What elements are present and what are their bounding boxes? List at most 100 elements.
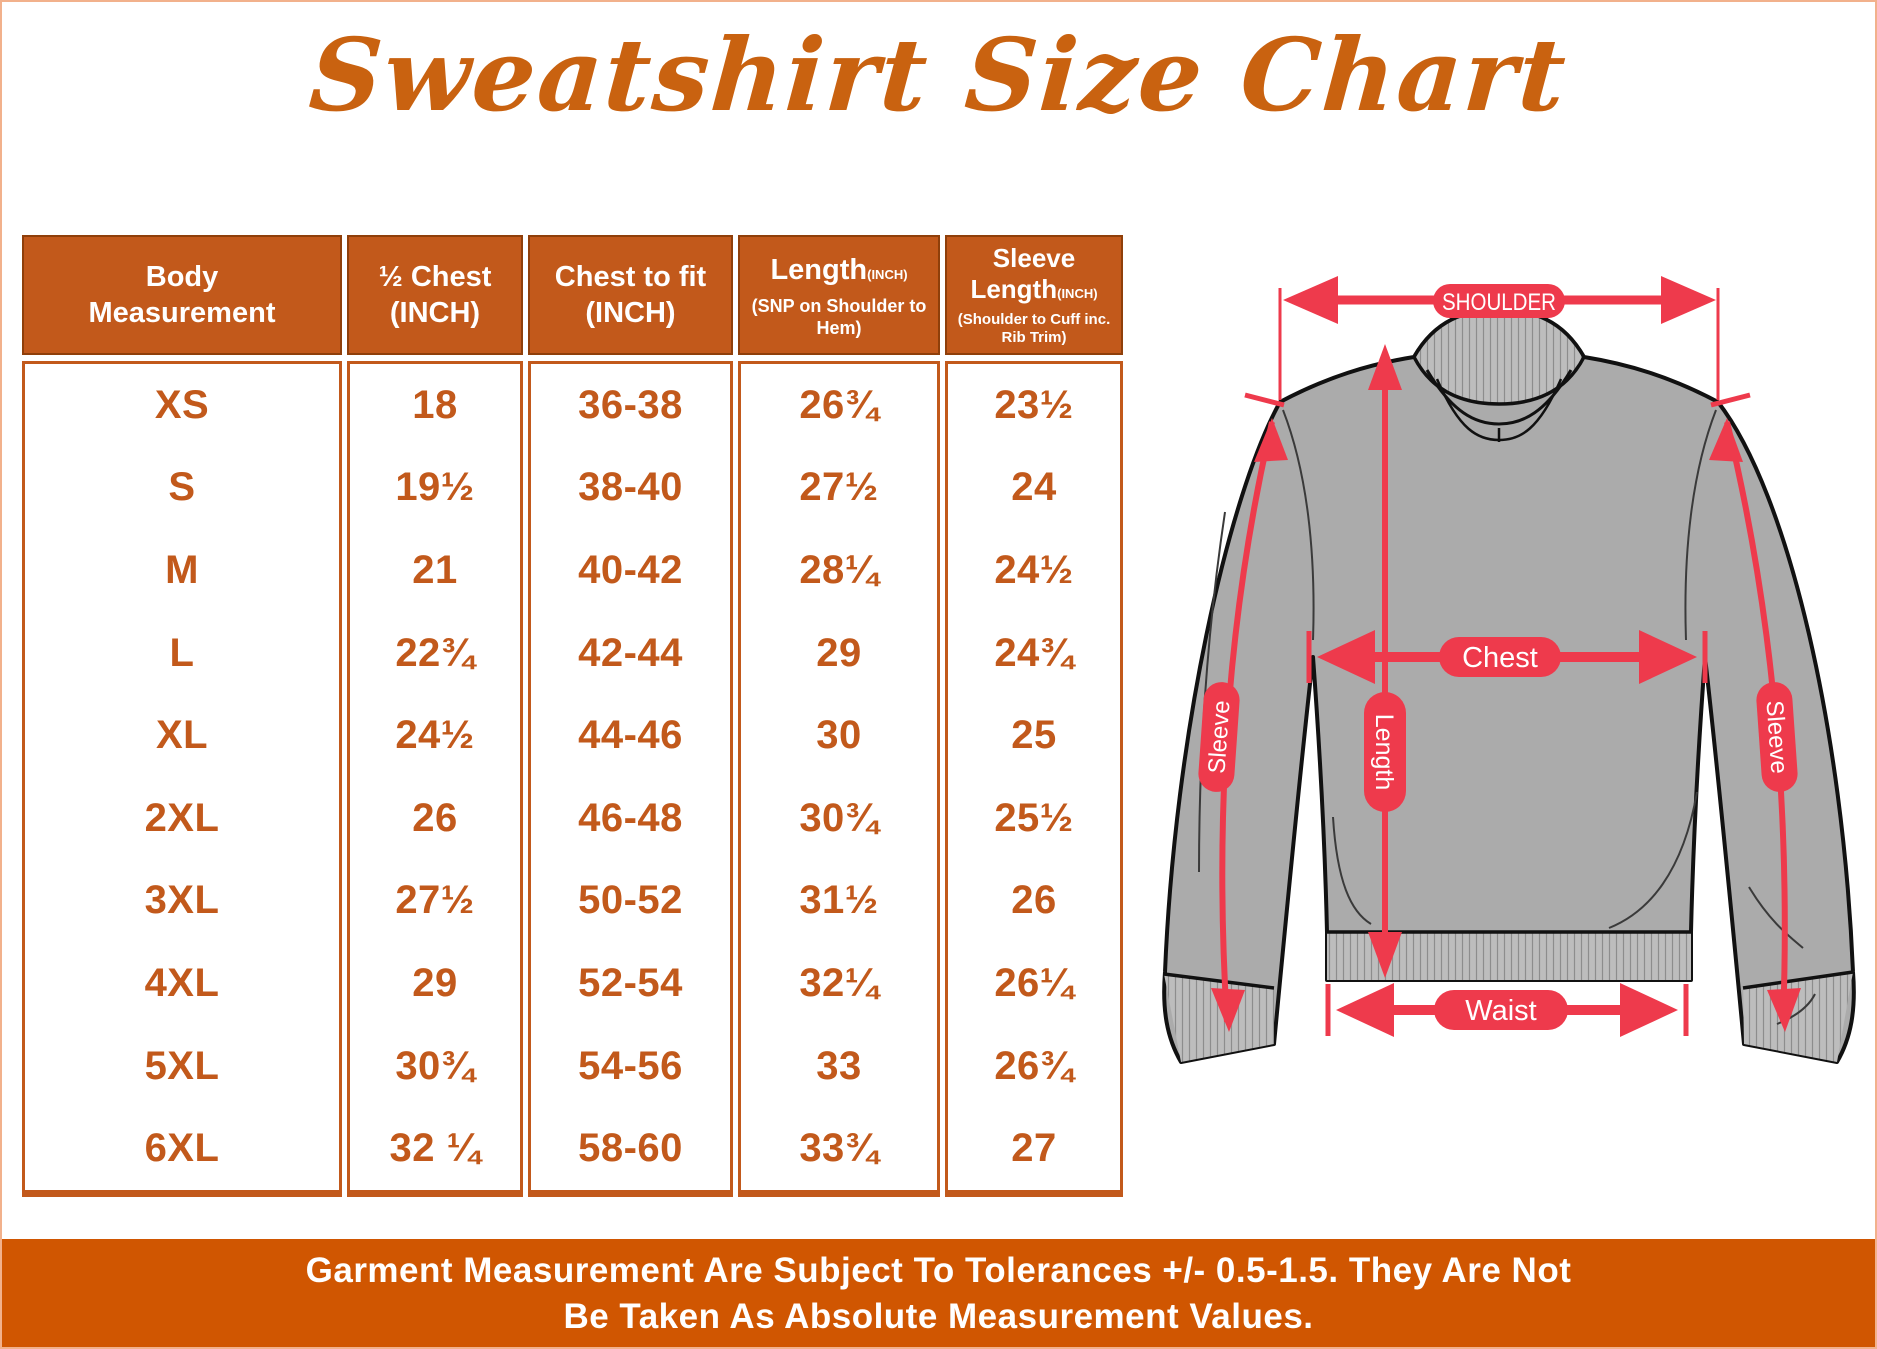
value-cell: 24½ [994, 547, 1074, 592]
column-body: 36-38 38-40 40-42 42-44 44-46 46-48 50-52 52-54… [528, 361, 733, 1197]
value-cell: 32 ¼ [389, 1126, 481, 1171]
size-cell: 5XL [144, 1043, 220, 1088]
size-cell: 2XL [144, 795, 220, 840]
shoulder-label: SHOULDER [1442, 289, 1556, 316]
header-line: Length(INCH) [970, 274, 1098, 304]
header-subtitle: (SNP on Shoulder to Hem) [751, 295, 927, 338]
column-body: XS S M L XL 2XL 3XL 4XL 5XL 6XL [22, 361, 342, 1197]
header-cell: Body Measurement [22, 235, 342, 355]
header-line: (INCH) [585, 297, 676, 329]
size-cell: M [165, 547, 199, 592]
header-line: (INCH) [389, 297, 481, 329]
table-column: Chest to fit (INCH) 36-38 38-40 40-42 42-44 44… [528, 235, 733, 1197]
header-cell: Length(INCH) (SNP on Shoulder to Hem) [738, 235, 940, 355]
header-line: Length(INCH) [770, 253, 908, 286]
value-cell: 23½ [994, 382, 1074, 427]
chest-measure: Chest [1306, 630, 1708, 684]
sleeve-measure-right: Sleeve [1709, 392, 1801, 1032]
header-line: Measurement [88, 297, 276, 329]
header-inch-tag: (INCH) [867, 266, 908, 282]
value-cell: 30¾ [395, 1043, 475, 1088]
size-cell: S [168, 465, 196, 510]
value-cell: 26¾ [994, 1043, 1074, 1088]
size-cell: 4XL [144, 960, 220, 1005]
table-column: Length(INCH) (SNP on Shoulder to Hem) 26¾ 2… [738, 235, 940, 1197]
size-cell: 6XL [144, 1126, 220, 1171]
table-column: Body Measurement XS S M L XL 2XL 3XL 4XL 5XL 6XL [22, 235, 342, 1197]
value-cell: 29 [412, 960, 458, 1005]
value-cell: 24¾ [994, 630, 1074, 675]
value-cell: 42-44 [578, 630, 683, 675]
left-cuff [1163, 972, 1275, 1062]
value-cell: 46-48 [578, 795, 683, 840]
value-cell: 58-60 [578, 1126, 683, 1171]
length-measure: Length [1364, 344, 1406, 978]
value-cell: 24 [1011, 465, 1057, 510]
size-cell: L [169, 630, 195, 675]
footer-line-1: Garment Measurement Are Subject To Toler… [305, 1251, 1572, 1290]
value-cell: 38-40 [578, 465, 683, 510]
size-cell: 3XL [144, 878, 220, 923]
value-cell: 25 [1011, 713, 1057, 758]
value-cell: 27½ [395, 878, 475, 923]
sleeve-measure-left: Sleeve [1198, 392, 1288, 1032]
value-cell: 32¼ [799, 960, 879, 1005]
value-cell: 26 [1011, 878, 1057, 923]
value-cell: 30¾ [799, 795, 879, 840]
value-cell: 21 [412, 547, 458, 592]
length-label: Length [1370, 714, 1398, 790]
size-cell: XS [154, 382, 210, 427]
value-cell: 54-56 [578, 1043, 683, 1088]
header-cell: ½ Chest (INCH) [347, 235, 523, 355]
value-cell: 50-52 [578, 878, 683, 923]
value-cell: 22¾ [395, 630, 475, 675]
sleeve-left-label: Sleeve [1203, 699, 1235, 774]
header-subtitle: (Shoulder to Cuff inc. Rib Trim) [957, 311, 1111, 346]
value-cell: 29 [816, 630, 862, 675]
footer-line-2: Be Taken As Absolute Measurement Values. [563, 1297, 1314, 1336]
footer-note: Garment Measurement Are Subject To Toler… [2, 1239, 1875, 1347]
column-body: 26¾ 27½ 28¼ 29 30 30¾ 31½ 32¼ 33 33¾ [738, 361, 940, 1197]
value-cell: 18 [412, 382, 458, 427]
value-cell: 44-46 [578, 713, 683, 758]
size-table: Body Measurement XS S M L XL 2XL 3XL 4XL 5XL 6XL ½ C… [22, 235, 1123, 1197]
table-column: ½ Chest (INCH) 18 19½ 21 22¾ 24½ 26 27½ 29 30¾ 32 ¼ [347, 235, 523, 1197]
header-line: Body [145, 261, 219, 293]
value-cell: 25½ [994, 795, 1074, 840]
column-body: 18 19½ 21 22¾ 24½ 26 27½ 29 30¾ 32 ¼ [347, 361, 523, 1197]
header-line: ½ Chest [378, 261, 492, 293]
value-cell: 27½ [799, 465, 879, 510]
chest-label: Chest [1462, 642, 1538, 674]
value-cell: 26¼ [994, 960, 1074, 1005]
sweatshirt-diagram: SHOULDER Chest Length [1137, 232, 1875, 1152]
value-cell: 30 [816, 713, 862, 758]
size-cell: XL [155, 713, 209, 758]
waist-measure: Waist [1325, 983, 1689, 1037]
column-body: 23½ 24 24½ 24¾ 25 25½ 26 26¼ 26¾ 27 [945, 361, 1123, 1197]
value-cell: 31½ [799, 878, 879, 923]
value-cell: 27 [1011, 1126, 1057, 1171]
value-cell: 40-42 [578, 547, 683, 592]
header-inch-tag: (INCH) [1057, 286, 1098, 301]
table-column: Sleeve Length(INCH) (Shoulder to Cuff inc.… [945, 235, 1123, 1197]
value-cell: 28¼ [799, 547, 879, 592]
seam-lines [1198, 409, 1816, 1025]
sleeve-right-label: Sleeve [1760, 699, 1792, 774]
value-cell: 19½ [395, 465, 475, 510]
value-cell: 36-38 [578, 382, 683, 427]
header-line: Chest to fit [554, 261, 707, 293]
waist-label: Waist [1465, 995, 1536, 1027]
sweatshirt-svg: SHOULDER Chest Length [1162, 276, 1856, 1064]
header-cell: Chest to fit (INCH) [528, 235, 733, 355]
value-cell: 52-54 [578, 960, 683, 1005]
value-cell: 24½ [395, 713, 475, 758]
value-cell: 26¾ [799, 382, 879, 427]
header-cell: Sleeve Length(INCH) (Shoulder to Cuff inc.… [945, 235, 1123, 355]
value-cell: 33¾ [799, 1126, 879, 1171]
value-cell: 33 [816, 1043, 862, 1088]
header-line: Sleeve [992, 243, 1076, 273]
page-title: Sweatshirt Size Chart [305, 16, 1572, 134]
shoulder-measure: SHOULDER [1278, 276, 1720, 400]
value-cell: 26 [412, 795, 458, 840]
